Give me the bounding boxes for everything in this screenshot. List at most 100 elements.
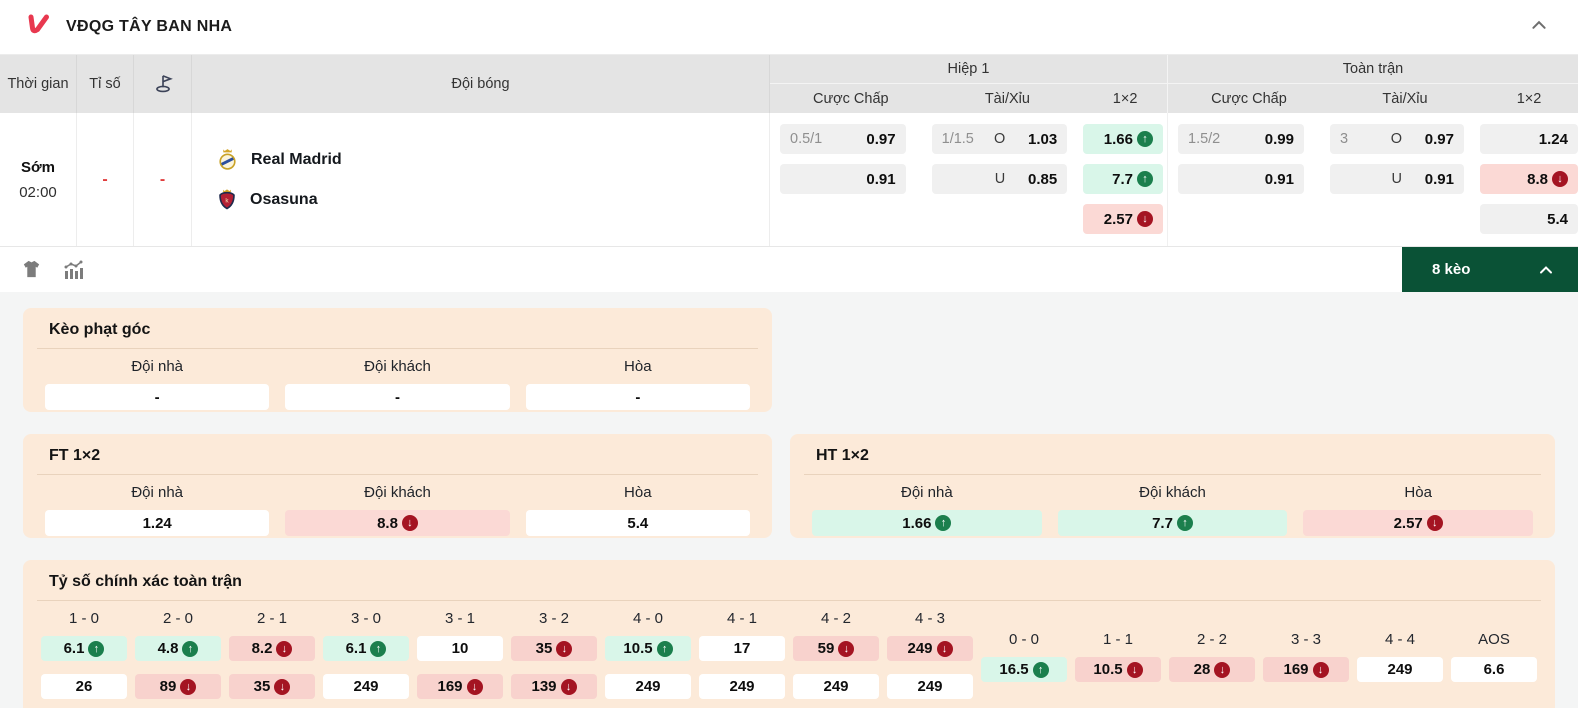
col-header-teams: Đội bóng bbox=[192, 55, 770, 113]
group-label-first-half: Hiệp 1 bbox=[770, 55, 1167, 84]
correct-score-odds-button[interactable]: 10.5 ↓ bbox=[1075, 657, 1161, 682]
correct-score-odds-button[interactable]: 4.8 ↑ bbox=[135, 636, 221, 661]
correct-score-column: 4 - 1 17 249 bbox=[695, 607, 789, 699]
col-label-draw: Hòa bbox=[624, 358, 652, 375]
away-team[interactable]: k Osasuna bbox=[216, 188, 318, 211]
correct-score-odds-button[interactable]: 28 ↓ bbox=[1169, 657, 1255, 682]
trend-up-icon: ↑ bbox=[1176, 515, 1193, 531]
ft-1x2-draw-odds-button[interactable]: 5.4 bbox=[525, 510, 750, 536]
laliga-logo bbox=[22, 12, 52, 42]
full-time-odds-group: 1.5/2 0.99 0.91 3 O 0.97 U 0.91 bbox=[1168, 113, 1578, 246]
correct-score-odds-button[interactable]: 6.1 ↑ bbox=[323, 636, 409, 661]
h1-handicap-top-odds-button[interactable]: 0.5/1 0.97 bbox=[780, 124, 906, 154]
correct-score-odds-button[interactable]: 89 ↓ bbox=[135, 674, 221, 699]
ft-1x2-draw-odds-button[interactable]: 5.4 bbox=[1480, 204, 1578, 234]
correct-score-odds-button[interactable]: 249 bbox=[323, 674, 409, 699]
correct-score-odds-button[interactable]: 26 bbox=[41, 674, 127, 699]
correct-score-column: 4 - 0 10.5 ↑ 249 bbox=[601, 607, 695, 699]
collapse-league-button[interactable] bbox=[1530, 16, 1548, 39]
league-header: VĐQG TÂY BAN NHA bbox=[0, 0, 1578, 55]
real-madrid-crest-icon bbox=[216, 148, 239, 171]
correct-score-odds-button[interactable]: 6.6 bbox=[1451, 657, 1537, 682]
trend-down-icon: ↓ bbox=[556, 640, 573, 657]
ht-1x2-draw-odds-button[interactable]: 2.57 ↓ bbox=[1303, 510, 1534, 536]
draw-score-column: 4 - 4 249 bbox=[1353, 607, 1447, 699]
correct-score-odds-button[interactable]: 35 ↓ bbox=[511, 636, 597, 661]
ht-1x2-card: HT 1×2 Đội nhà 1.66 ↑ Đội khách 7.7 ↑ Hòa … bbox=[790, 434, 1555, 538]
ht-1x2-home-odds-button[interactable]: 1.66 ↑ bbox=[812, 510, 1042, 536]
corner-away-odds-button[interactable]: - bbox=[285, 384, 510, 410]
correct-score-odds-button[interactable]: 169 ↓ bbox=[1263, 657, 1349, 682]
match-corner-cell: - bbox=[134, 113, 192, 246]
h1-over-odds-button[interactable]: 1/1.5 O 1.03 bbox=[931, 124, 1068, 154]
h1-under-odds-button[interactable]: U 0.85 bbox=[931, 164, 1068, 194]
correct-score-odds-button[interactable]: 10 bbox=[417, 636, 503, 661]
toolbar: 8 kèo bbox=[0, 247, 1578, 292]
trend-down-icon: ↓ bbox=[1426, 515, 1443, 531]
draw-score-column: 2 - 2 28 ↓ bbox=[1165, 607, 1259, 699]
corner-draw-odds-button[interactable]: - bbox=[525, 384, 750, 410]
correct-score-odds-button[interactable]: 249 bbox=[1357, 657, 1443, 682]
trend-down-icon: ↓ bbox=[1312, 661, 1329, 678]
ft-over-odds-button[interactable]: 3 O 0.97 bbox=[1330, 124, 1464, 154]
trend-down-icon: ↓ bbox=[560, 678, 577, 695]
correct-score-odds-button[interactable]: 16.5 ↑ bbox=[981, 657, 1067, 682]
correct-score-odds-button[interactable]: 6.1 ↑ bbox=[41, 636, 127, 661]
match-teams-cell: Real Madrid k Osasuna bbox=[192, 113, 770, 246]
h1-1x2-away-odds-button[interactable]: 7.7 ↑ bbox=[1083, 164, 1163, 194]
h1-1x2-home-odds-button[interactable]: 1.66 ↑ bbox=[1083, 124, 1163, 154]
markets-count-label: 8 kèo bbox=[1432, 261, 1471, 278]
trend-down-icon: ↓ bbox=[274, 678, 291, 695]
correct-score-odds-button[interactable]: 169 ↓ bbox=[417, 674, 503, 699]
subheader-1x2: 1×2 bbox=[1516, 90, 1542, 107]
home-team[interactable]: Real Madrid bbox=[216, 148, 342, 171]
correct-score-odds-button[interactable]: 249 bbox=[605, 674, 691, 699]
trend-up-icon: ↑ bbox=[1137, 171, 1153, 187]
ft-under-odds-button[interactable]: U 0.91 bbox=[1330, 164, 1464, 194]
trend-down-icon: ↓ bbox=[1552, 171, 1568, 187]
correct-score-odds-button[interactable]: 249 ↓ bbox=[887, 636, 973, 661]
trend-up-icon: ↑ bbox=[88, 640, 105, 657]
ft-1x2-away-odds-button[interactable]: 8.8 ↓ bbox=[285, 510, 510, 536]
correct-score-column: 3 - 2 35 ↓ 139 ↓ bbox=[507, 607, 601, 699]
ft-handicap-top-odds-button[interactable]: 1.5/2 0.99 bbox=[1178, 124, 1304, 154]
stats-icon[interactable] bbox=[61, 258, 85, 282]
correct-score-odds-button[interactable]: 249 bbox=[887, 674, 973, 699]
trend-up-icon: ↑ bbox=[182, 640, 199, 657]
markets-content: Kèo phạt góc Đội nhà - Đội khách - Hòa - bbox=[0, 292, 1578, 708]
corner-home-odds-button[interactable]: - bbox=[45, 384, 270, 410]
correct-score-odds-button[interactable]: 139 ↓ bbox=[511, 674, 597, 699]
correct-score-odds-button[interactable]: 10.5 ↑ bbox=[605, 636, 691, 661]
trend-up-icon: ↑ bbox=[656, 640, 673, 657]
h1-handicap-bottom-odds-button[interactable]: 0.91 bbox=[780, 164, 906, 194]
col-group-full-time: Toàn trận Cược Chấp Tài/Xỉu 1×2 bbox=[1168, 55, 1578, 113]
correct-score-odds-button[interactable]: 249 bbox=[699, 674, 785, 699]
corner-odds-card: Kèo phạt góc Đội nhà - Đội khách - Hòa - bbox=[23, 308, 772, 412]
jersey-icon[interactable] bbox=[20, 258, 43, 281]
chevron-up-icon bbox=[1538, 262, 1554, 278]
ft-1x2-home-odds-button[interactable]: 1.24 bbox=[45, 510, 270, 536]
ft-1x2-away-odds-button[interactable]: 8.8 ↓ bbox=[1480, 164, 1578, 194]
match-score: - bbox=[102, 170, 108, 188]
col-label-away: Đội khách bbox=[1139, 484, 1206, 501]
correct-score-odds-button[interactable]: 59 ↓ bbox=[793, 636, 879, 661]
subheader-over-under: Tài/Xỉu bbox=[1382, 90, 1428, 107]
correct-score-column: 4 - 2 59 ↓ 249 bbox=[789, 607, 883, 699]
subheader-handicap: Cược Chấp bbox=[1211, 90, 1287, 107]
correct-score-odds-button[interactable]: 35 ↓ bbox=[229, 674, 315, 699]
ft-1x2-home-odds-button[interactable]: 1.24 bbox=[1480, 124, 1578, 154]
correct-score-odds-button[interactable]: 8.2 ↓ bbox=[229, 636, 315, 661]
h1-1x2-draw-odds-button[interactable]: 2.57 ↓ bbox=[1083, 204, 1163, 234]
correct-score-column: 4 - 3 249 ↓ 249 bbox=[883, 607, 977, 699]
trend-down-icon: ↓ bbox=[401, 515, 418, 531]
correct-score-odds-button[interactable]: 17 bbox=[699, 636, 785, 661]
ft-handicap-bottom-odds-button[interactable]: 0.91 bbox=[1178, 164, 1304, 194]
match-corner: - bbox=[159, 170, 166, 188]
markets-count-button[interactable]: 8 kèo bbox=[1402, 247, 1578, 292]
draw-score-column: 0 - 0 16.5 ↑ bbox=[977, 607, 1071, 699]
correct-score-column: 3 - 0 6.1 ↑ 249 bbox=[319, 607, 413, 699]
correct-score-odds-button[interactable]: 249 bbox=[793, 674, 879, 699]
ht-1x2-away-odds-button[interactable]: 7.7 ↑ bbox=[1057, 510, 1288, 536]
correct-score-column: 3 - 1 10 169 ↓ bbox=[413, 607, 507, 699]
